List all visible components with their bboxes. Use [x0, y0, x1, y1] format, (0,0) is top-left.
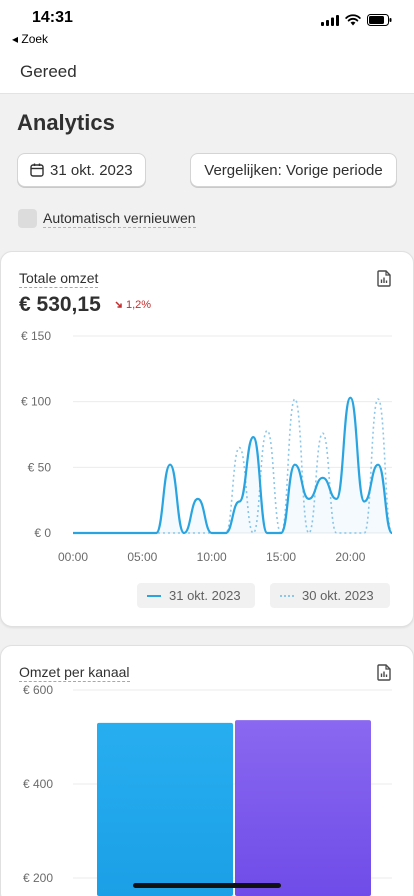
auto-refresh-toggle[interactable]: Automatisch vernieuwen: [18, 209, 196, 228]
y-tick-label: € 400: [23, 777, 53, 791]
compare-period-label: Vergelijken: Vorige periode: [204, 161, 383, 179]
legend-item-previous[interactable]: 30 okt. 2023: [270, 583, 390, 608]
total-sales-line-chart: € 150 € 100 € 50 € 0 00:00 05:00 10:00 15:00 20:…: [21, 329, 394, 564]
legend-item-current[interactable]: 31 okt. 2023: [137, 583, 255, 608]
y-tick-label: € 600: [23, 683, 53, 697]
y-tick-label: € 50: [28, 460, 52, 474]
channel-sales-title[interactable]: Omzet per kanaal: [19, 664, 130, 682]
battery-icon: [367, 14, 392, 26]
nav-bar: Gereed: [0, 56, 414, 94]
bar-channel-1[interactable]: [97, 722, 233, 896]
back-to-search-link[interactable]: ◂ Zoek: [12, 32, 49, 46]
y-tick-label: € 0: [34, 526, 51, 540]
legend-label-previous: 30 okt. 2023: [302, 588, 374, 603]
x-tick-label: 10:00: [197, 550, 227, 564]
x-tick-label: 15:00: [266, 550, 296, 564]
date-picker-label: 31 okt. 2023: [50, 161, 133, 179]
compare-period-button[interactable]: Vergelijken: Vorige periode: [190, 153, 397, 187]
done-button[interactable]: Gereed: [20, 62, 77, 81]
y-tick-label: € 200: [23, 871, 53, 885]
status-icons: [321, 14, 392, 26]
legend-swatch-solid: [147, 594, 161, 597]
arrow-down-icon: [115, 301, 122, 308]
x-tick-label: 20:00: [335, 550, 365, 564]
x-tick-label: 00:00: [58, 550, 88, 564]
auto-refresh-checkbox[interactable]: [18, 209, 37, 228]
y-tick-label: € 150: [21, 329, 51, 343]
total-sales-value: € 530,15: [19, 293, 101, 316]
legend-swatch-dotted: [280, 594, 294, 597]
x-tick-label: 05:00: [127, 550, 157, 564]
total-sales-title[interactable]: Totale omzet: [19, 270, 99, 288]
report-icon[interactable]: [377, 664, 391, 681]
total-sales-change-value: 1,2%: [126, 299, 152, 311]
bar-channel-2[interactable]: [235, 720, 371, 896]
legend-label-current: 31 okt. 2023: [169, 588, 241, 603]
page-title: Analytics: [17, 110, 115, 135]
report-icon[interactable]: [377, 270, 391, 287]
channel-sales-bar-chart: € 600 € 400 € 200: [23, 683, 392, 896]
wifi-icon: [345, 14, 361, 26]
auto-refresh-label: Automatisch vernieuwen: [43, 209, 196, 228]
home-indicator: [133, 883, 281, 888]
series-line-current: [73, 396, 394, 535]
total-sales-change: 1,2%: [115, 299, 151, 311]
date-picker-button[interactable]: 31 okt. 2023: [17, 153, 146, 187]
cellular-signal-icon: [321, 14, 339, 26]
series-area-current: [73, 397, 392, 533]
calendar-icon: [30, 163, 44, 177]
y-tick-label: € 100: [21, 395, 51, 409]
status-time: 14:31: [32, 9, 73, 26]
status-bar: 14:31 ◂ Zoek: [0, 0, 414, 56]
